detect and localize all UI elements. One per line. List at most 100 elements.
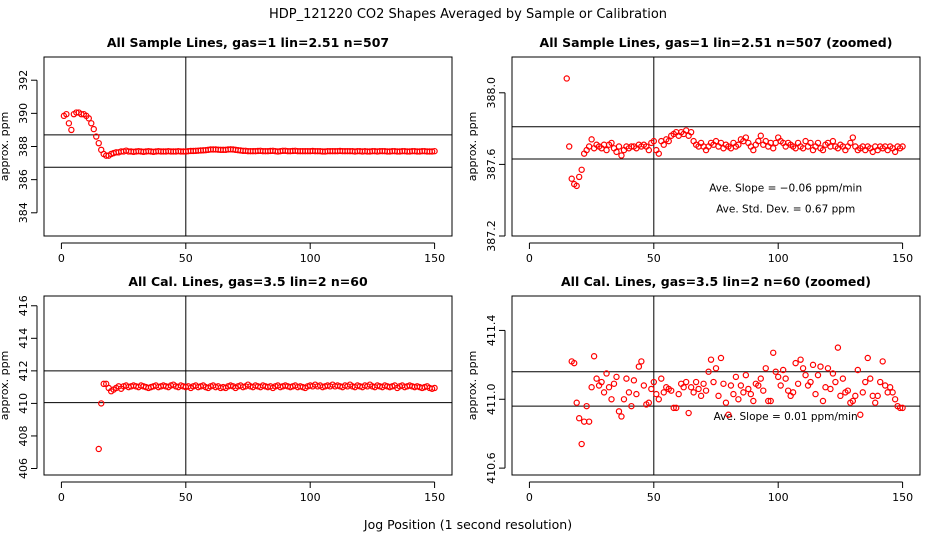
data-point [98,400,105,407]
data-point [690,389,697,396]
data-point [872,399,879,406]
data-point [638,358,645,365]
annotation: Ave. Slope = 0.01 ppm/min [714,411,858,423]
y-tick-label: 388 [17,136,30,157]
data-point [583,402,590,410]
data-point [712,365,720,372]
data-point [705,368,712,375]
data-point [725,411,732,418]
x-tick-label: 100 [300,252,321,265]
data-point [655,396,662,403]
data-point [720,380,727,387]
x-tick-label: 50 [179,252,193,265]
panel-title: All Cal. Lines, gas=3.5 lin=2 n=60 (zoom… [561,274,871,289]
data-point [862,378,869,386]
data-point [891,148,899,156]
y-tick-label: 412 [17,360,30,381]
plot-area: 0 50 100 150 406 408 410 412 414 416 approx. ppm [0,295,453,504]
data-point [702,387,710,394]
panel-cal-lines-zoomed: All Cal. Lines, gas=3.5 lin=2 n=60 (zoom… [466,274,921,504]
data-point [794,380,802,387]
data-point [742,134,750,141]
data-point [742,371,750,379]
y-tick-label: 411.4 [485,315,498,347]
figure-title: HDP_121220 CO2 Shapes Averaged by Sample… [269,7,667,22]
x-tick-label: 0 [526,491,533,504]
x-tick-label: 100 [300,491,321,504]
data-point [797,356,804,363]
data-point [675,390,682,398]
x-tick-label: 100 [768,252,789,265]
data-point [834,344,842,351]
data-point [802,371,809,379]
data-point [762,365,769,372]
plot-frame [511,295,921,476]
data-point [608,139,615,147]
data-point [735,141,742,148]
data-point [665,137,672,145]
y-tick-label: 414 [17,328,30,349]
data-point [645,399,653,406]
data-point [635,363,643,370]
y-tick-label: 386 [17,169,30,190]
data-point [573,399,580,406]
data-point [563,75,570,82]
data-point [610,380,618,387]
panel-sample-lines: All Sample Lines, gas=1 lin=2.51 n=507 0… [0,35,453,265]
data-point [568,175,575,182]
y-tick-label: 388.0 [485,77,498,109]
data-point [687,128,695,136]
data-point [692,378,700,386]
data-point [603,370,610,377]
panel-title: All Sample Lines, gas=1 lin=2.51 n=507 (… [540,35,893,50]
data-point [770,349,777,356]
data-point [613,148,620,156]
data-point [593,375,600,382]
data-point [618,413,625,420]
data-point [660,389,667,396]
data-point [824,365,832,372]
data-point [615,408,623,415]
y-tick-label: 408 [17,425,30,446]
data-point [682,378,690,386]
data-point [68,126,75,134]
data-point [640,382,648,389]
data-point [839,375,847,382]
data-point [886,384,894,391]
data-point [829,370,837,377]
data-point [687,384,695,391]
data-point [672,404,680,412]
data-point [650,378,658,386]
data-point [648,385,655,393]
data-point [578,440,585,448]
data-point [618,152,625,159]
y-tick-label: 387.6 [485,149,498,181]
data-point [633,390,640,398]
data-point [757,375,764,382]
data-point [650,137,658,145]
data-point [730,390,737,398]
data-point [757,132,764,139]
data-point [819,397,827,405]
data-point [575,415,583,422]
data-point [852,392,859,400]
plot-frame [43,56,453,237]
data-point [792,359,799,367]
data-point [755,382,762,389]
y-tick-label: 416 [17,295,30,316]
y-tick-label: 384 [17,202,30,223]
data-point [707,356,715,363]
x-tick-label: 0 [58,491,65,504]
data-point [750,397,757,405]
data-point [737,382,745,389]
data-point [899,143,906,150]
data-point [670,404,677,412]
data-point [630,377,638,384]
data-point [717,354,725,362]
y-axis-label: approx. ppm [466,351,479,421]
y-tick-label: 392 [17,70,30,91]
data-point [854,366,862,374]
data-point [600,389,608,396]
data-point [65,120,73,127]
data-point [603,146,610,154]
